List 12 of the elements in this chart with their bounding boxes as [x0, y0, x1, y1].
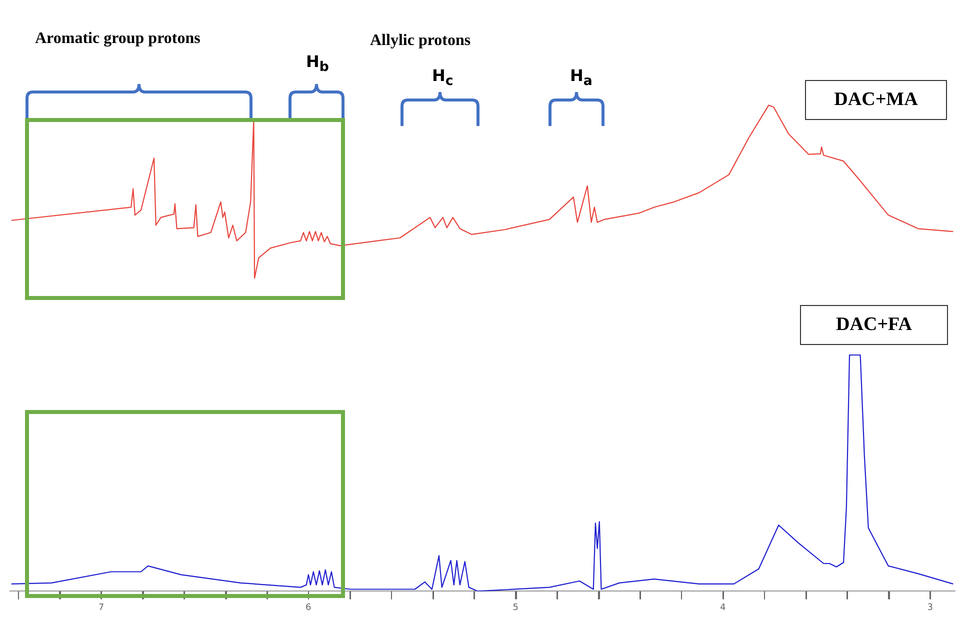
text: H$_{c}$	[432, 66, 454, 90]
x-tick-label: 5	[512, 602, 519, 613]
x-tick-label: 4	[720, 602, 726, 613]
text: H$_{b}$	[306, 52, 329, 76]
text: Allylic protons	[370, 32, 471, 50]
text: Aromatic group protons	[35, 30, 200, 48]
x-tick-label: 3	[927, 602, 933, 613]
series-label: DAC+FA	[800, 305, 948, 345]
text: DAC+MA	[805, 80, 947, 120]
x-tick-label: 7	[98, 602, 104, 613]
x-tick-label: 6	[306, 602, 312, 613]
text: H$_{a}$	[570, 66, 592, 90]
